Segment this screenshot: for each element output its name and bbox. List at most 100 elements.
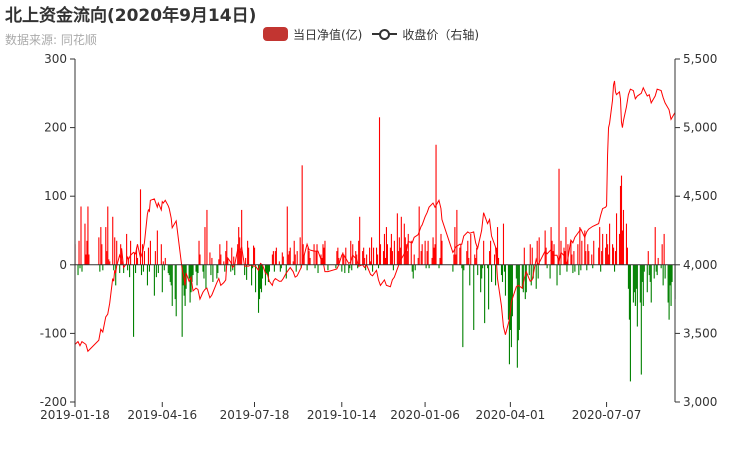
bar — [653, 264, 655, 279]
bar — [600, 264, 602, 272]
bar — [264, 264, 267, 286]
x-tick-label: 2019-04-16 — [127, 408, 197, 422]
bar — [601, 251, 603, 265]
bar — [656, 264, 658, 276]
bar — [460, 244, 462, 265]
bar — [441, 240, 443, 265]
bar — [167, 264, 169, 274]
bar — [79, 264, 81, 269]
bar — [383, 233, 386, 265]
x-tick-label: 2020-07-07 — [572, 408, 642, 422]
bar — [342, 252, 344, 265]
bar — [537, 264, 539, 279]
bar — [584, 230, 586, 265]
bar — [510, 264, 512, 348]
bar — [421, 244, 423, 265]
bar — [303, 254, 305, 265]
bar — [237, 244, 239, 265]
bar — [106, 251, 108, 265]
bar — [515, 264, 517, 279]
bar — [566, 264, 568, 272]
bar — [557, 257, 559, 265]
bar — [670, 264, 672, 306]
bar — [255, 264, 257, 293]
bar — [378, 117, 381, 265]
bar — [475, 257, 477, 265]
bar — [189, 264, 191, 303]
bar — [525, 264, 527, 293]
bar — [295, 264, 297, 272]
bar — [468, 257, 470, 265]
bar — [317, 264, 319, 274]
bar — [522, 264, 524, 293]
bar — [532, 264, 534, 279]
bar — [280, 264, 282, 269]
bar — [385, 227, 387, 265]
bar — [289, 247, 291, 265]
bar — [203, 264, 205, 279]
legend-item-line[interactable]: 收盘价（右轴) — [372, 26, 479, 43]
bar — [482, 264, 484, 269]
bar — [529, 244, 531, 265]
bar — [88, 254, 90, 265]
bar — [296, 251, 298, 265]
bar — [544, 230, 546, 265]
y-left-tick-label: 300 — [44, 52, 67, 66]
bar — [147, 247, 149, 265]
bar — [370, 261, 372, 265]
bar — [143, 251, 146, 265]
bar — [634, 264, 636, 306]
bar — [428, 264, 430, 269]
y-right-tick-label: 5,000 — [683, 121, 717, 135]
x-tick-label: 2020-04-01 — [475, 408, 545, 422]
bar — [128, 257, 130, 265]
bar — [538, 237, 540, 265]
bar — [220, 254, 222, 265]
bar — [114, 237, 116, 265]
bar — [363, 247, 365, 265]
bar — [174, 264, 176, 300]
bar — [470, 233, 472, 265]
bar — [572, 264, 574, 274]
bar — [574, 264, 576, 272]
bar — [192, 264, 194, 276]
bar — [466, 251, 468, 265]
y-right-tick-label: 4,000 — [683, 258, 717, 272]
bar — [119, 264, 121, 274]
y-left-tick-label: 100 — [44, 189, 67, 203]
bar — [618, 233, 621, 265]
bar — [503, 264, 506, 272]
bar — [313, 244, 315, 265]
bar — [454, 227, 456, 265]
bar — [500, 264, 503, 276]
bar — [507, 264, 509, 320]
legend-item-bar[interactable]: 当日净值(亿) — [263, 26, 362, 43]
bar — [84, 223, 86, 265]
bar — [391, 251, 393, 265]
bar — [230, 264, 232, 272]
bar — [669, 264, 671, 286]
bar — [257, 264, 260, 313]
bar — [405, 244, 407, 265]
bar — [293, 240, 295, 265]
bar — [552, 251, 554, 265]
bar — [219, 244, 221, 265]
bar — [480, 264, 482, 293]
bar — [234, 264, 236, 276]
bar — [384, 257, 387, 265]
bar — [212, 264, 214, 282]
bar — [497, 257, 500, 265]
bar — [608, 254, 610, 265]
bar — [462, 264, 464, 348]
bar — [398, 237, 400, 265]
bar — [362, 251, 364, 265]
bar — [615, 251, 617, 265]
x-tick-label: 2019-10-14 — [307, 408, 377, 422]
bar — [246, 264, 248, 280]
bar — [336, 251, 338, 265]
bar — [481, 264, 483, 279]
bar — [126, 233, 128, 265]
bar — [609, 223, 611, 265]
bar — [550, 227, 552, 265]
